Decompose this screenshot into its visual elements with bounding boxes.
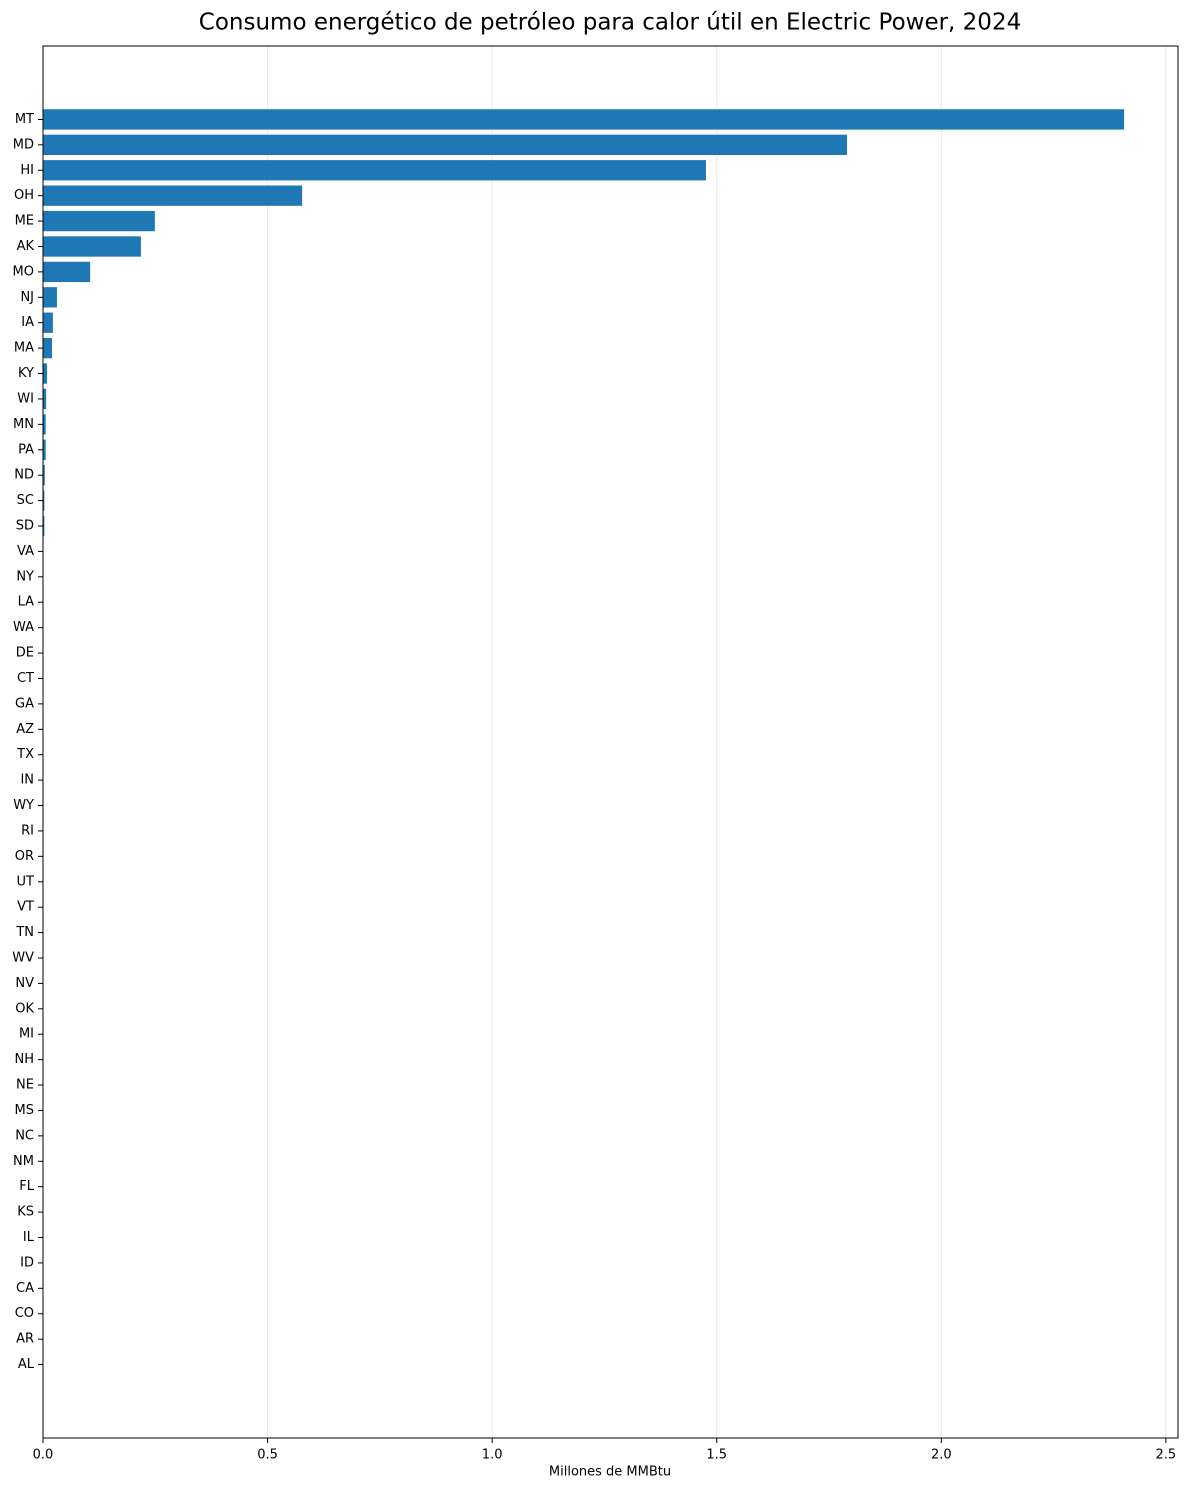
bar: [43, 363, 48, 384]
y-tick-label: SC: [17, 493, 34, 508]
bar: [43, 160, 706, 181]
bar: [43, 236, 141, 257]
y-tick-label: CO: [15, 1306, 34, 1321]
y-tick-label: NC: [15, 1128, 34, 1143]
y-tick-label: VA: [17, 544, 34, 559]
y-tick-label: ME: [15, 214, 34, 229]
bar: [43, 109, 1125, 130]
y-tick-label: DE: [16, 646, 34, 661]
bar: [43, 515, 45, 537]
y-tick-label: GA: [15, 696, 34, 711]
y-tick-label: AR: [16, 1332, 34, 1347]
y-tick-label: PA: [18, 442, 34, 457]
bar: [43, 210, 155, 232]
x-axis-label: Millones de MMBtu: [549, 1465, 671, 1480]
bar: [43, 287, 57, 308]
bar: [43, 261, 91, 283]
plot-frame: [42, 45, 1179, 1439]
y-tick-label: IN: [20, 773, 34, 788]
y-tick-label: CA: [16, 1281, 34, 1296]
y-tick-label: RI: [21, 823, 34, 838]
y-tick-label: NH: [15, 1052, 35, 1067]
bar: [43, 465, 45, 486]
y-tick-label: IL: [23, 1230, 35, 1245]
y-tick-label: AL: [18, 1357, 35, 1372]
y-tick-label: WV: [12, 950, 34, 965]
y-tick-label: CT: [17, 671, 34, 686]
y-tick-label: OH: [14, 188, 34, 203]
y-tick-label: NJ: [20, 290, 34, 305]
x-tick-label: 0.0: [33, 1448, 54, 1463]
y-tick-label: WY: [13, 798, 34, 813]
y-tick-label: AK: [17, 239, 35, 254]
y-tick-label: ID: [20, 1255, 34, 1270]
y-tick-label: ND: [14, 468, 34, 483]
y-tick-label: MO: [13, 264, 34, 279]
bar: [43, 490, 45, 511]
y-tick-label: LA: [18, 595, 35, 610]
y-tick-label: MT: [15, 112, 34, 127]
y-tick-label: NE: [16, 1078, 34, 1093]
y-tick-label: MS: [15, 1103, 34, 1118]
y-tick-label: NY: [16, 569, 34, 584]
y-tick-label: TX: [16, 747, 34, 762]
x-tick-label: 2.0: [931, 1448, 952, 1463]
x-tick-label: 2.5: [1156, 1448, 1177, 1463]
y-tick-label: MA: [14, 341, 34, 356]
y-tick-label: WA: [13, 620, 34, 635]
y-tick-label: SD: [16, 519, 34, 534]
y-tick-label: KY: [18, 366, 34, 381]
y-tick-label: WI: [17, 391, 34, 406]
x-tick-label: 1.0: [482, 1448, 503, 1463]
y-tick-label: AZ: [16, 722, 34, 737]
bar: [43, 337, 52, 359]
bar: [43, 414, 46, 435]
y-tick-label: KS: [17, 1205, 34, 1220]
y-tick-label: NV: [15, 976, 34, 991]
y-tick-label: IA: [21, 315, 34, 330]
bar: [43, 312, 53, 333]
y-tick-label: HI: [20, 163, 34, 178]
chart-title: Consumo energético de petróleo para calo…: [199, 10, 1021, 36]
y-tick-label: VT: [17, 900, 34, 915]
y-tick-label: OK: [15, 1001, 34, 1016]
y-tick-label: NM: [13, 1154, 34, 1169]
x-tick-label: 0.5: [257, 1448, 278, 1463]
bar: [43, 134, 847, 156]
y-tick-label: UT: [17, 874, 35, 889]
bar: [43, 439, 46, 460]
y-tick-label: MN: [13, 417, 34, 432]
y-tick-label: TN: [15, 925, 34, 940]
y-tick-label: MD: [13, 137, 34, 152]
y-tick-label: MI: [19, 1027, 34, 1042]
x-tick-label: 1.5: [706, 1448, 727, 1463]
bar: [43, 388, 47, 410]
y-tick-label: OR: [15, 849, 34, 864]
bar: [43, 185, 303, 206]
y-tick-label: FL: [19, 1179, 34, 1194]
